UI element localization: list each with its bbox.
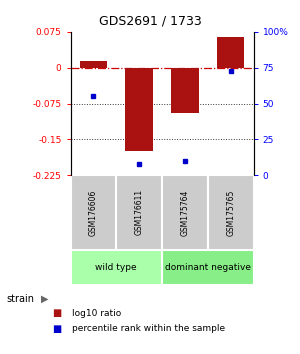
Bar: [70, 175, 116, 250]
Text: GSM175765: GSM175765: [226, 189, 235, 236]
Bar: [80, 61, 107, 68]
Bar: [125, 68, 153, 152]
Text: GSM176606: GSM176606: [89, 189, 98, 236]
Text: GSM176611: GSM176611: [135, 189, 144, 235]
Text: wild type: wild type: [95, 263, 137, 272]
Text: strain: strain: [6, 294, 34, 304]
Text: GSM175764: GSM175764: [180, 189, 189, 236]
Bar: [208, 175, 254, 250]
Text: GDS2691 / 1733: GDS2691 / 1733: [99, 14, 201, 27]
Bar: [171, 68, 199, 113]
Text: ■: ■: [52, 308, 62, 318]
Text: percentile rank within the sample: percentile rank within the sample: [72, 324, 225, 333]
Bar: [217, 37, 244, 68]
Text: ▶: ▶: [40, 294, 48, 304]
Bar: [162, 175, 208, 250]
Text: ■: ■: [52, 324, 62, 333]
Text: dominant negative: dominant negative: [165, 263, 251, 272]
Bar: [162, 250, 254, 285]
Text: log10 ratio: log10 ratio: [72, 309, 121, 318]
Bar: [70, 250, 162, 285]
Bar: [116, 175, 162, 250]
